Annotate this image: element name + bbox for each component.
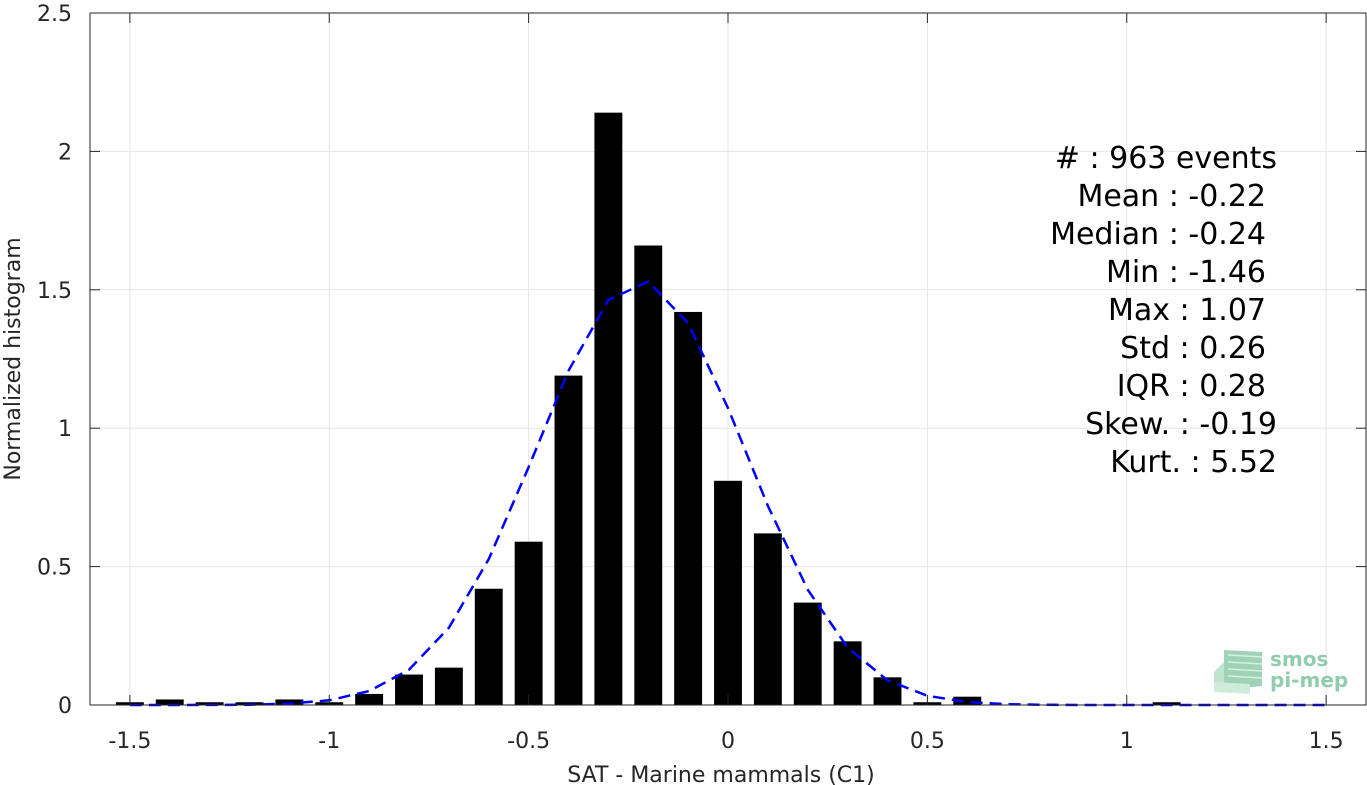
histogram-bar [355, 693, 384, 705]
x-tick-labels: -1.5 -1 -0.5 0 0.5 1 1.5 [108, 729, 1343, 754]
histogram-bar [1152, 702, 1181, 705]
stat-std: Std : 0.26 [1120, 331, 1266, 366]
stat-skew: Skew. : -0.19 [1085, 407, 1277, 442]
y-tick-label: 0.5 [37, 556, 72, 581]
x-tick-label: 1 [1120, 729, 1134, 754]
histogram-bar [793, 602, 822, 705]
logo-text-line2: pi-mep [1270, 668, 1348, 692]
histogram-bar [833, 641, 862, 705]
stats-box: # : 963 events Mean : -0.22 Median : -0.… [1050, 141, 1277, 480]
x-tick-label: 1.5 [1309, 729, 1344, 754]
stat-kurt: Kurt. : 5.52 [1110, 445, 1277, 480]
y-tick-label: 1.5 [37, 279, 72, 304]
stat-median: Median : -0.24 [1050, 217, 1266, 252]
histogram-bar [634, 245, 663, 705]
axes [89, 12, 1367, 706]
stat-max: Max : 1.07 [1108, 293, 1266, 328]
histogram-bars [115, 112, 1181, 705]
histogram-bar [155, 699, 184, 705]
stat-iqr: IQR : 0.28 [1117, 369, 1266, 404]
histogram-bar [753, 533, 782, 705]
y-tick-label: 2.5 [37, 2, 72, 27]
histogram-bar [714, 480, 742, 705]
stat-mean: Mean : -0.22 [1077, 179, 1266, 214]
histogram-bar [275, 699, 304, 705]
logo-text-line1: smos [1270, 647, 1328, 671]
histogram-bar [594, 112, 623, 705]
y-axis-label: Normalized histogram [1, 237, 26, 480]
histogram-bar [474, 588, 503, 705]
y-tick-label: 0 [58, 694, 72, 719]
y-tick-label: 1 [58, 417, 72, 442]
histogram-bar [554, 375, 583, 705]
x-tick-label: 0.5 [910, 729, 945, 754]
histogram-bar [953, 696, 982, 705]
stat-min: Min : -1.46 [1106, 255, 1266, 290]
stat-events: # : 963 events [1055, 141, 1277, 176]
histogram-bar [674, 311, 703, 705]
logo-icon [1214, 650, 1263, 694]
x-tick-label: -1 [318, 729, 340, 754]
histogram-bar [434, 667, 463, 705]
x-tick-label: 0 [721, 729, 735, 754]
y-tick-labels: 0 0.5 1 1.5 2 2.5 [37, 2, 72, 719]
x-axis-label: SAT - Marine mammals (C1) [567, 763, 875, 785]
x-tick-label: -0.5 [507, 729, 550, 754]
histogram-bar [873, 677, 902, 705]
histogram-bar [514, 541, 543, 705]
y-tick-label: 2 [58, 140, 72, 165]
smos-pimep-logo: smos pi-mep [1214, 647, 1348, 694]
histogram-bar [395, 674, 423, 705]
x-tick-label: -1.5 [108, 729, 151, 754]
histogram-bar [195, 702, 224, 705]
